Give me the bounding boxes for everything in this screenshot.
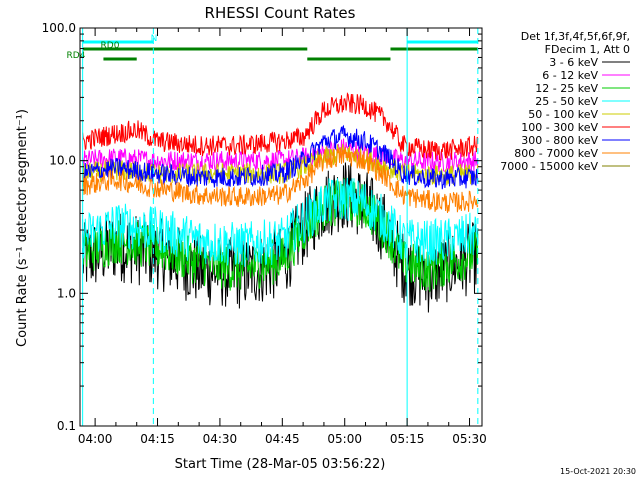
- series-lines: [82, 92, 479, 313]
- vertical-markers: [82, 28, 479, 426]
- y-tick-label: 10.0: [49, 154, 76, 168]
- legend-label: 100 - 300 keV: [521, 121, 598, 134]
- state-bars: N RD0 RD4: [67, 34, 478, 61]
- legend-label: 800 - 7000 keV: [514, 147, 598, 160]
- legend-label: 12 - 25 keV: [535, 82, 598, 95]
- x-tick-label: 04:45: [265, 432, 300, 446]
- series-line: [82, 177, 479, 292]
- series-line: [82, 146, 479, 214]
- legend-label: 6 - 12 keV: [542, 69, 598, 82]
- legend-label: 50 - 100 keV: [528, 108, 598, 121]
- legend-label: 25 - 50 keV: [535, 95, 598, 108]
- y-axis-label: Count Rate (s⁻¹ detector segment⁻¹): [15, 109, 30, 347]
- x-axis-label: Start Time (28-Mar-05 03:56:22): [175, 457, 386, 472]
- plot-frame: [79, 27, 483, 427]
- y-axis-ticks: 0.1 1.0 10.0 100.0: [42, 21, 482, 433]
- x-tick-label: 05:15: [390, 432, 425, 446]
- y-tick-label: 1.0: [57, 286, 76, 300]
- state-bar-label: RD0: [101, 41, 120, 51]
- y-tick-label: 0.1: [57, 419, 76, 433]
- x-tick-label: 04:30: [203, 432, 238, 446]
- chart-title: RHESSI Count Rates: [205, 4, 356, 22]
- legend-header-2: FDecim 1, Att 0: [545, 43, 630, 56]
- series-line: [82, 124, 479, 190]
- legend-label: 300 - 800 keV: [521, 134, 598, 147]
- y-tick-label: 100.0: [42, 21, 76, 35]
- state-bar-label: N: [151, 34, 158, 44]
- x-tick-label: 05:00: [327, 432, 362, 446]
- footer-timestamp: 15-Oct-2021 20:30: [560, 467, 636, 476]
- x-tick-label: 04:15: [140, 432, 175, 446]
- series-line: [82, 177, 479, 267]
- x-tick-label: 05:30: [452, 432, 487, 446]
- state-bar-label: RD4: [67, 51, 86, 61]
- legend-header-1: Det 1f,3f,4f,5f,6f,9f,: [521, 30, 630, 43]
- legend-label: 7000 - 15000 keV: [500, 160, 598, 173]
- series-line: [82, 92, 479, 161]
- legend-label: 3 - 6 keV: [549, 56, 598, 69]
- x-tick-label: 04:00: [78, 432, 113, 446]
- x-axis-ticks: 04:00 04:15 04:30 04:45 05:00 05:15 05:30: [78, 28, 487, 446]
